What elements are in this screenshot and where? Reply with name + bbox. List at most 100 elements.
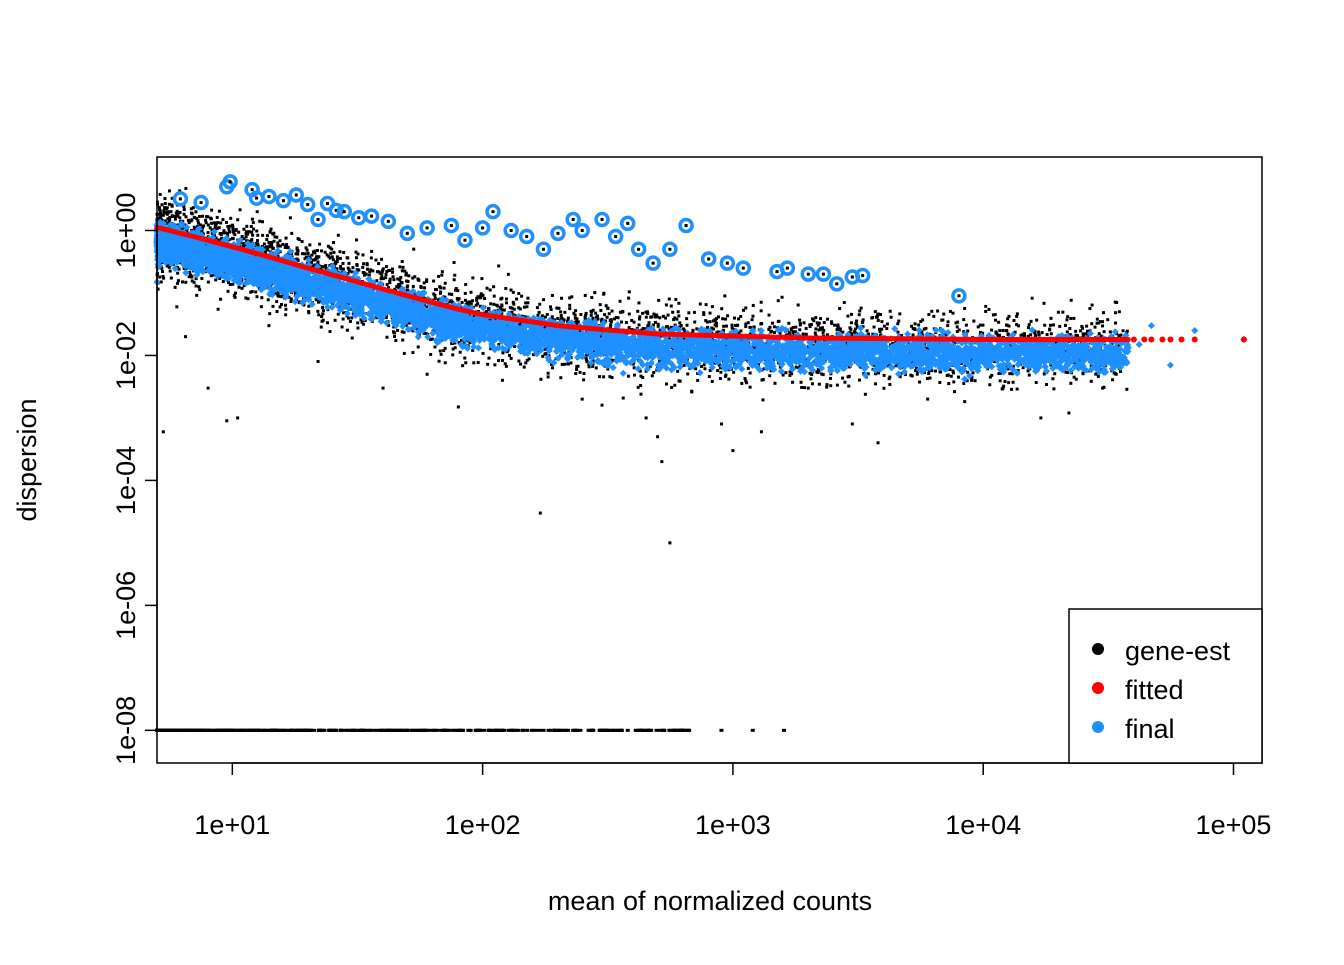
final-point <box>414 333 422 341</box>
gene-est-point <box>241 244 245 248</box>
gene-est-point <box>483 297 487 301</box>
gene-est-point <box>910 324 914 328</box>
gene-est-point <box>176 214 180 218</box>
gene-est-point <box>537 310 541 314</box>
gene-est-point <box>754 345 758 349</box>
gene-est-point <box>876 441 880 445</box>
gene-est-point <box>231 223 235 227</box>
gene-est-point <box>206 280 210 284</box>
gene-est-point <box>1027 373 1031 377</box>
gene-est-point <box>888 382 892 386</box>
gene-est-point <box>677 314 681 318</box>
gene-est-point <box>808 325 812 329</box>
gene-est-point <box>578 370 582 374</box>
gene-est-point <box>1121 329 1125 333</box>
gene-est-point <box>417 332 421 336</box>
gene-est-point <box>885 327 889 331</box>
gene-est-point <box>430 337 434 341</box>
gene-est-point <box>655 315 659 319</box>
gene-est-point <box>693 320 697 324</box>
gene-est-point <box>915 366 919 370</box>
gene-est-point <box>240 286 244 290</box>
gene-est-point <box>244 235 248 239</box>
gene-est-point <box>451 353 455 357</box>
gene-est-point <box>401 338 405 342</box>
gene-est-point <box>283 303 287 307</box>
gene-est-point <box>234 228 238 232</box>
gene-est-point <box>638 315 642 319</box>
gene-est-point <box>398 278 402 282</box>
gene-est-floor-point <box>662 728 667 732</box>
gene-est-floor-point <box>679 728 684 732</box>
gene-est-point <box>443 346 447 350</box>
gene-est-point <box>400 330 404 334</box>
gene-est-point <box>261 220 265 224</box>
gene-est-point <box>226 231 230 235</box>
gene-est-point <box>540 314 544 318</box>
gene-est-floor-point <box>168 728 173 732</box>
gene-est-point <box>618 299 622 303</box>
gene-est-point <box>280 302 284 306</box>
gene-est-point <box>439 290 443 294</box>
gene-est-point <box>841 330 845 334</box>
gene-est-point <box>460 300 464 304</box>
gene-est-floor-point <box>615 728 620 732</box>
gene-est-point <box>702 313 706 317</box>
gene-est-point <box>818 326 822 330</box>
gene-est-point <box>412 247 416 251</box>
gene-est-point <box>592 350 596 354</box>
gene-est-point <box>733 323 737 327</box>
gene-est-point <box>636 309 640 313</box>
gene-est-point <box>163 197 167 201</box>
gene-est-point <box>644 315 648 319</box>
gene-est-point <box>186 218 190 222</box>
gene-est-point <box>1089 364 1093 368</box>
gene-est-point <box>1061 310 1065 314</box>
gene-est-point <box>650 374 654 378</box>
gene-est-point <box>328 246 332 250</box>
gene-est-point <box>180 280 184 284</box>
gene-est-point <box>568 303 572 307</box>
gene-est-point <box>174 214 178 218</box>
gene-est-floor-point <box>219 728 224 732</box>
gene-est-point <box>198 288 202 292</box>
gene-est-point <box>492 302 496 306</box>
gene-est-point <box>841 376 845 380</box>
gene-est-floor-point <box>210 728 215 732</box>
gene-est-point <box>952 380 956 384</box>
gene-est-point <box>796 303 800 307</box>
gene-est-point <box>962 318 966 322</box>
gene-est-point <box>331 258 335 262</box>
gene-est-point <box>306 251 310 255</box>
gene-est-point <box>476 302 480 306</box>
gene-est-point <box>176 279 180 283</box>
gene-est-point <box>450 299 454 303</box>
gene-est-point <box>658 328 662 332</box>
gene-est-point <box>232 231 236 235</box>
gene-est-point <box>608 319 612 323</box>
gene-est-point <box>381 267 385 271</box>
gene-est-point <box>384 265 388 269</box>
gene-est-point <box>918 380 922 384</box>
gene-est-point <box>560 362 564 366</box>
gene-est-point <box>224 220 228 224</box>
gene-est-point <box>817 321 821 325</box>
gene-est-point <box>317 255 321 259</box>
gene-est-point <box>814 327 818 331</box>
gene-est-point <box>997 320 1001 324</box>
gene-est-point <box>948 309 952 313</box>
gene-est-point <box>443 295 447 299</box>
gene-est-point <box>911 327 915 331</box>
gene-est-point <box>814 339 818 343</box>
gene-est-point <box>720 307 724 311</box>
gene-est-point <box>1114 311 1118 315</box>
gene-est-point <box>993 313 997 317</box>
gene-est-point <box>1042 372 1046 376</box>
gene-est-floor-point <box>512 728 517 732</box>
gene-est-point <box>821 331 825 335</box>
gene-est-point <box>798 318 802 322</box>
gene-est-point <box>1067 411 1071 415</box>
gene-est-point <box>922 342 926 346</box>
gene-est-point <box>162 211 166 215</box>
gene-est-point <box>614 315 618 319</box>
